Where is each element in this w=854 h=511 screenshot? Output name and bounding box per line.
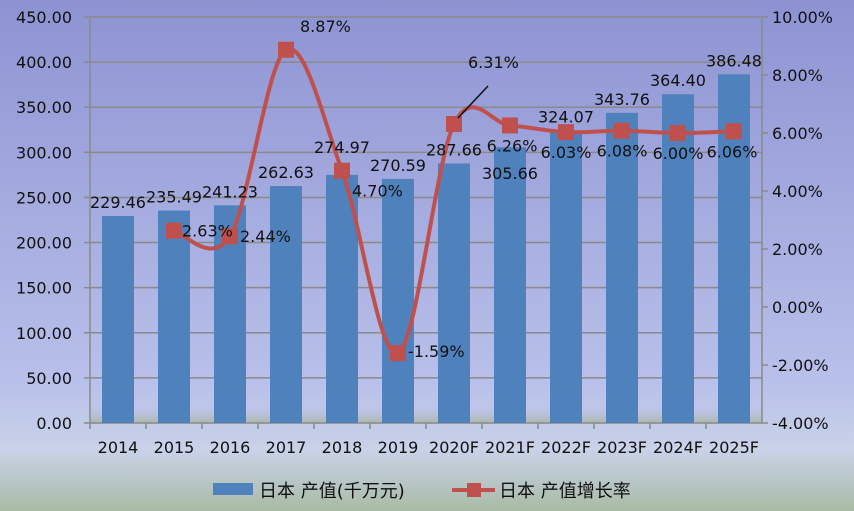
bar-data-label: 343.76 bbox=[594, 90, 650, 109]
bar-data-label: 229.46 bbox=[90, 193, 146, 212]
left-axis-tick-label: 200.00 bbox=[16, 234, 72, 253]
line-data-label: 8.87% bbox=[300, 17, 351, 36]
plot-area-shade bbox=[90, 330, 762, 423]
left-axis-tick-label: 450.00 bbox=[16, 8, 72, 27]
right-axis-tick-label: 10.00% bbox=[772, 8, 833, 27]
right-axis-tick-label: 0.00% bbox=[772, 298, 823, 317]
bar-data-label: 235.49 bbox=[146, 188, 202, 207]
growth-marker bbox=[390, 345, 406, 362]
line-data-label: 6.08% bbox=[597, 142, 648, 161]
label-leader-line bbox=[457, 85, 489, 119]
x-axis-tick-label: 2021F bbox=[485, 438, 535, 457]
bar bbox=[270, 186, 302, 423]
line-data-label: -1.59% bbox=[408, 342, 465, 361]
x-axis-tick-label: 2014 bbox=[98, 438, 139, 457]
growth-marker bbox=[446, 116, 462, 133]
right-axis-tick-label: 8.00% bbox=[772, 66, 823, 85]
growth-marker bbox=[222, 228, 238, 245]
left-axis-tick-label: 150.00 bbox=[16, 279, 72, 298]
bar bbox=[494, 147, 526, 424]
bar bbox=[438, 163, 470, 424]
bar-data-label: 364.40 bbox=[650, 71, 706, 90]
growth-marker bbox=[670, 125, 686, 141]
right-axis-tick-label: 6.00% bbox=[772, 124, 823, 143]
growth-marker bbox=[558, 124, 574, 141]
line-data-label: 6.06% bbox=[707, 142, 758, 161]
x-axis-tick-label: 2016 bbox=[210, 438, 251, 457]
x-axis-tick-label: 2015 bbox=[154, 438, 195, 457]
legend-label-bar: 日本 产值(千万元) bbox=[259, 481, 405, 502]
bar bbox=[662, 94, 694, 423]
bar bbox=[158, 210, 190, 423]
legend-label-line: 日本 产值增长率 bbox=[499, 481, 631, 502]
legend: 日本 产值(千万元) 日本 产值增长率 bbox=[213, 481, 631, 502]
x-axis-tick-label: 2024F bbox=[653, 438, 703, 457]
bar-data-label: 274.97 bbox=[314, 138, 370, 157]
x-axis-tick-label: 2020F bbox=[429, 438, 479, 457]
bar-data-label: 305.66 bbox=[482, 164, 538, 183]
left-axis-tick-label: 50.00 bbox=[26, 369, 72, 388]
bar-data-label: 287.66 bbox=[426, 140, 482, 159]
x-axis-tick-label: 2025F bbox=[709, 438, 759, 457]
left-axis-tick-label: 400.00 bbox=[16, 53, 72, 72]
x-axis-tick-label: 2018 bbox=[322, 438, 363, 457]
line-data-label: 6.03% bbox=[541, 143, 592, 162]
left-axis-tick-label: 250.00 bbox=[16, 188, 72, 207]
line-data-label: 4.70% bbox=[352, 182, 403, 201]
left-axis-tick-label: 0.00 bbox=[36, 414, 72, 433]
growth-marker bbox=[614, 122, 630, 139]
x-axis-tick-label: 2019 bbox=[378, 438, 419, 457]
left-axis-tick-label: 350.00 bbox=[16, 98, 72, 117]
growth-marker bbox=[278, 41, 294, 58]
right-axis-tick-label: -2.00% bbox=[772, 356, 829, 375]
growth-marker bbox=[502, 117, 518, 134]
x-axis-tick-label: 2023F bbox=[597, 438, 647, 457]
line-data-label: 2.44% bbox=[240, 227, 291, 246]
right-axis-tick-label: -4.00% bbox=[772, 414, 829, 433]
growth-marker bbox=[166, 222, 182, 239]
growth-marker bbox=[726, 123, 742, 140]
left-axis-tick-label: 300.00 bbox=[16, 143, 72, 162]
x-axis-tick-label: 2017 bbox=[266, 438, 307, 457]
line-data-label: 6.31% bbox=[468, 53, 519, 72]
bar-data-label: 324.07 bbox=[538, 108, 594, 127]
bar-data-label: 262.63 bbox=[258, 163, 314, 182]
bar bbox=[382, 178, 414, 423]
left-axis-tick-label: 100.00 bbox=[16, 324, 72, 343]
line-data-label: 6.00% bbox=[653, 144, 704, 163]
bar bbox=[606, 112, 638, 424]
legend-swatch-bar bbox=[213, 483, 253, 495]
legend-swatch-marker bbox=[467, 483, 481, 497]
growth-marker bbox=[334, 162, 350, 179]
right-axis-tick-label: 2.00% bbox=[772, 240, 823, 259]
line-data-label: 6.26% bbox=[487, 136, 538, 155]
bar-data-label: 270.59 bbox=[370, 156, 426, 175]
bar-data-label: 241.23 bbox=[202, 182, 258, 201]
x-axis-tick-label: 2022F bbox=[541, 438, 591, 457]
bar-data-label: 386.48 bbox=[706, 51, 762, 70]
bar bbox=[102, 215, 134, 423]
bar bbox=[550, 130, 582, 423]
line-data-label: 2.63% bbox=[182, 222, 233, 241]
right-axis-tick-label: 4.00% bbox=[772, 182, 823, 201]
